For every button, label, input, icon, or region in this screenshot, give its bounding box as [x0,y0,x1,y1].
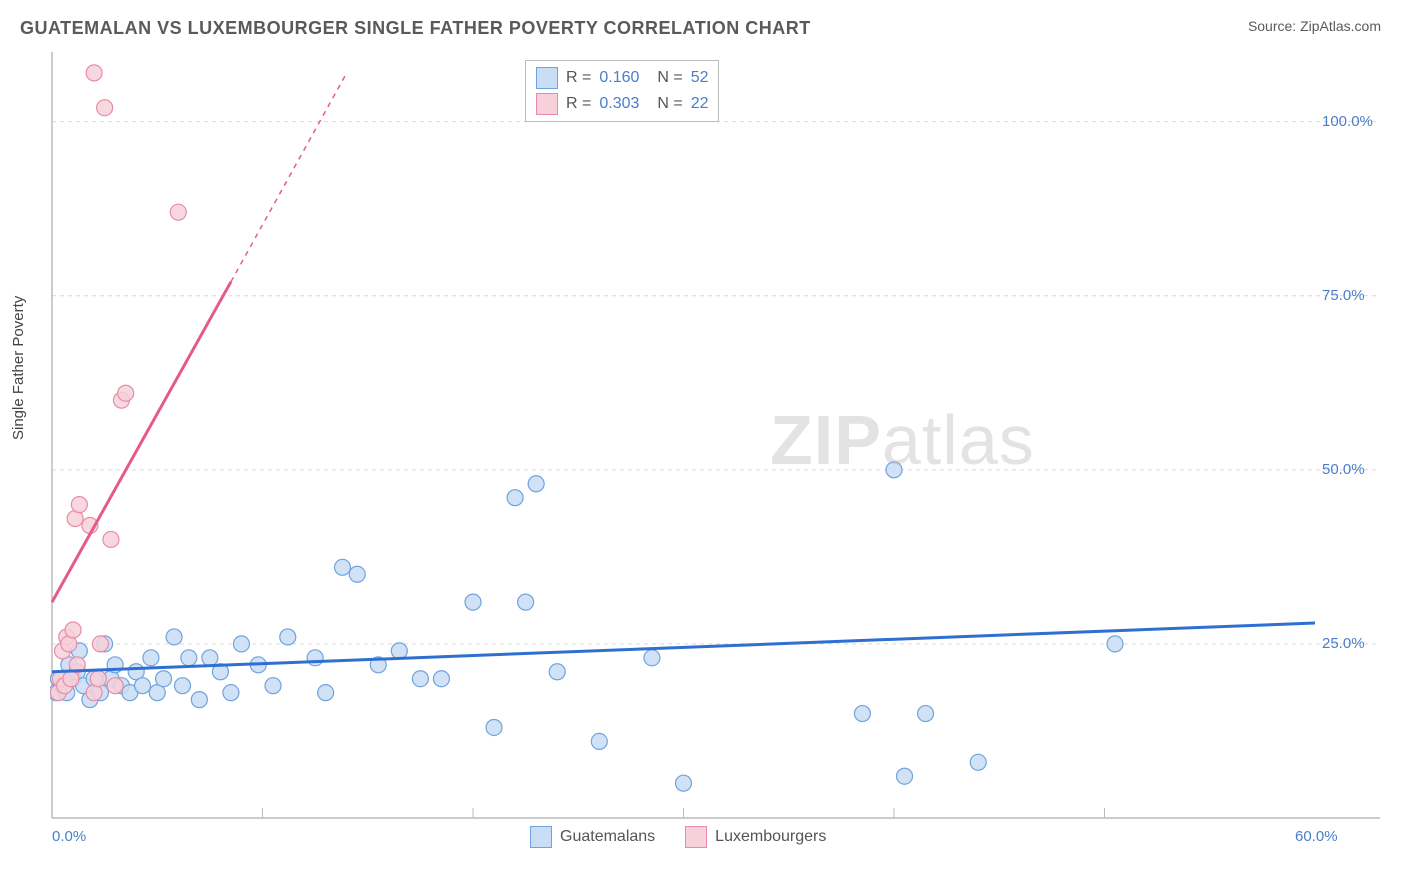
source-value: ZipAtlas.com [1300,18,1381,34]
source-label: Source: [1248,18,1300,34]
legend-series-item: Luxembourgers [685,826,826,848]
legend-swatch [685,826,707,848]
scatter-plot [50,50,1380,820]
n-label: N = [657,69,682,87]
chart-area [50,50,1380,820]
legend-stats-row: R = 0.160 N = 52 [536,65,708,91]
legend-swatch [530,826,552,848]
x-tick-label: 0.0% [52,828,86,845]
legend-swatch [536,93,558,115]
r-label: R = [566,69,591,87]
n-value: 22 [691,95,709,113]
n-value: 52 [691,69,709,87]
r-value: 0.160 [599,69,649,87]
legend-series-label: Luxembourgers [715,828,826,846]
r-label: R = [566,95,591,113]
r-value: 0.303 [599,95,649,113]
y-tick-label: 50.0% [1322,461,1365,478]
legend-series-label: Guatemalans [560,828,655,846]
n-label: N = [657,95,682,113]
y-axis-label: Single Father Poverty [10,296,27,440]
x-tick-label: 60.0% [1295,828,1338,845]
legend-series-item: Guatemalans [530,826,655,848]
chart-title: GUATEMALAN VS LUXEMBOURGER SINGLE FATHER… [20,18,811,39]
legend-series: Guatemalans Luxembourgers [530,826,826,848]
y-tick-label: 75.0% [1322,287,1365,304]
y-tick-label: 100.0% [1322,113,1373,130]
legend-stats-row: R = 0.303 N = 22 [536,91,708,117]
legend-stats-box: R = 0.160 N = 52 R = 0.303 N = 22 [525,60,719,122]
legend-swatch [536,67,558,89]
source-attribution: Source: ZipAtlas.com [1248,18,1381,34]
y-tick-label: 25.0% [1322,635,1365,652]
